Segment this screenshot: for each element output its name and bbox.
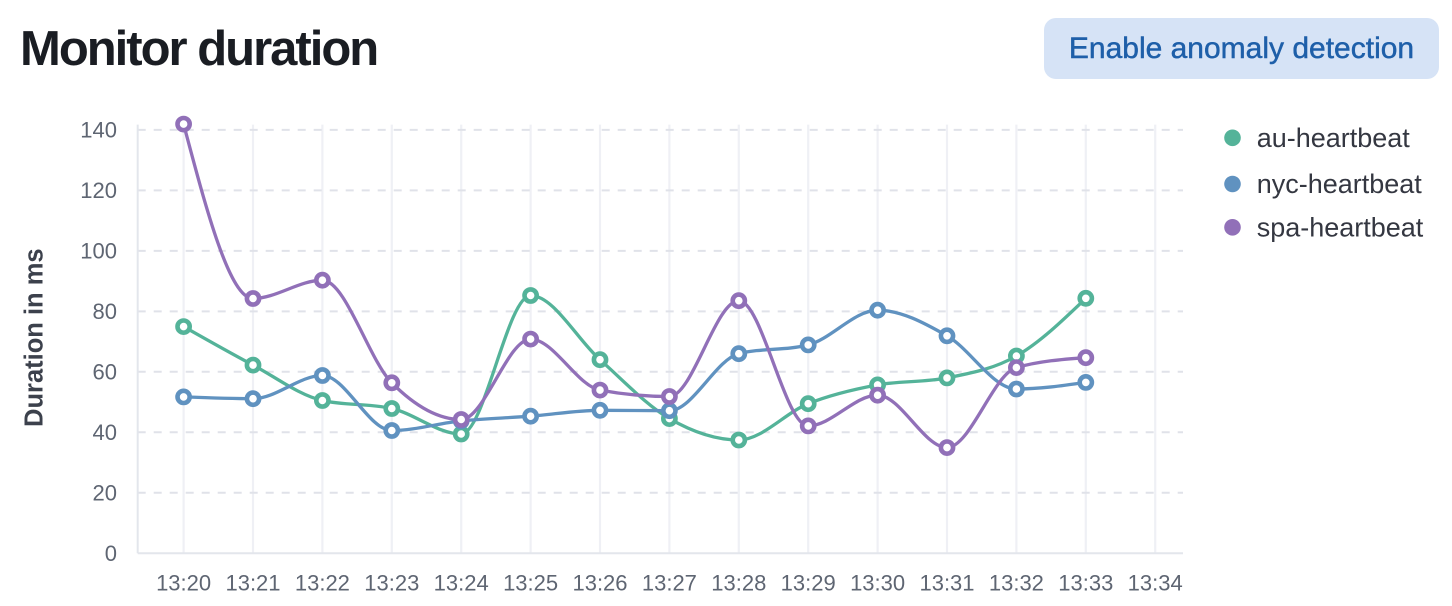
svg-text:140: 140 bbox=[80, 117, 117, 142]
svg-text:0: 0 bbox=[105, 541, 117, 566]
svg-text:40: 40 bbox=[93, 420, 117, 445]
svg-text:13:29: 13:29 bbox=[781, 571, 836, 596]
svg-text:13:34: 13:34 bbox=[1128, 571, 1183, 596]
svg-text:13:22: 13:22 bbox=[295, 571, 350, 596]
svg-text:100: 100 bbox=[80, 238, 117, 263]
svg-text:13:24: 13:24 bbox=[434, 571, 489, 596]
svg-text:60: 60 bbox=[93, 359, 117, 384]
svg-text:13:20: 13:20 bbox=[156, 571, 211, 596]
svg-text:20: 20 bbox=[93, 480, 117, 505]
svg-text:13:33: 13:33 bbox=[1058, 571, 1113, 596]
svg-text:13:27: 13:27 bbox=[642, 571, 697, 596]
svg-text:13:26: 13:26 bbox=[572, 571, 627, 596]
svg-text:au-heartbeat: au-heartbeat bbox=[1257, 123, 1411, 153]
svg-text:120: 120 bbox=[80, 178, 117, 203]
svg-text:13:21: 13:21 bbox=[225, 571, 280, 596]
svg-text:13:31: 13:31 bbox=[919, 571, 974, 596]
svg-text:13:32: 13:32 bbox=[989, 571, 1044, 596]
svg-text:13:23: 13:23 bbox=[364, 571, 419, 596]
svg-text:13:28: 13:28 bbox=[711, 571, 766, 596]
svg-text:13:30: 13:30 bbox=[850, 571, 905, 596]
svg-text:Duration in ms: Duration in ms bbox=[21, 248, 49, 427]
svg-text:spa-heartbeat: spa-heartbeat bbox=[1257, 212, 1424, 242]
svg-text:13:25: 13:25 bbox=[503, 571, 558, 596]
svg-text:nyc-heartbeat: nyc-heartbeat bbox=[1257, 169, 1423, 199]
svg-text:80: 80 bbox=[93, 299, 117, 324]
